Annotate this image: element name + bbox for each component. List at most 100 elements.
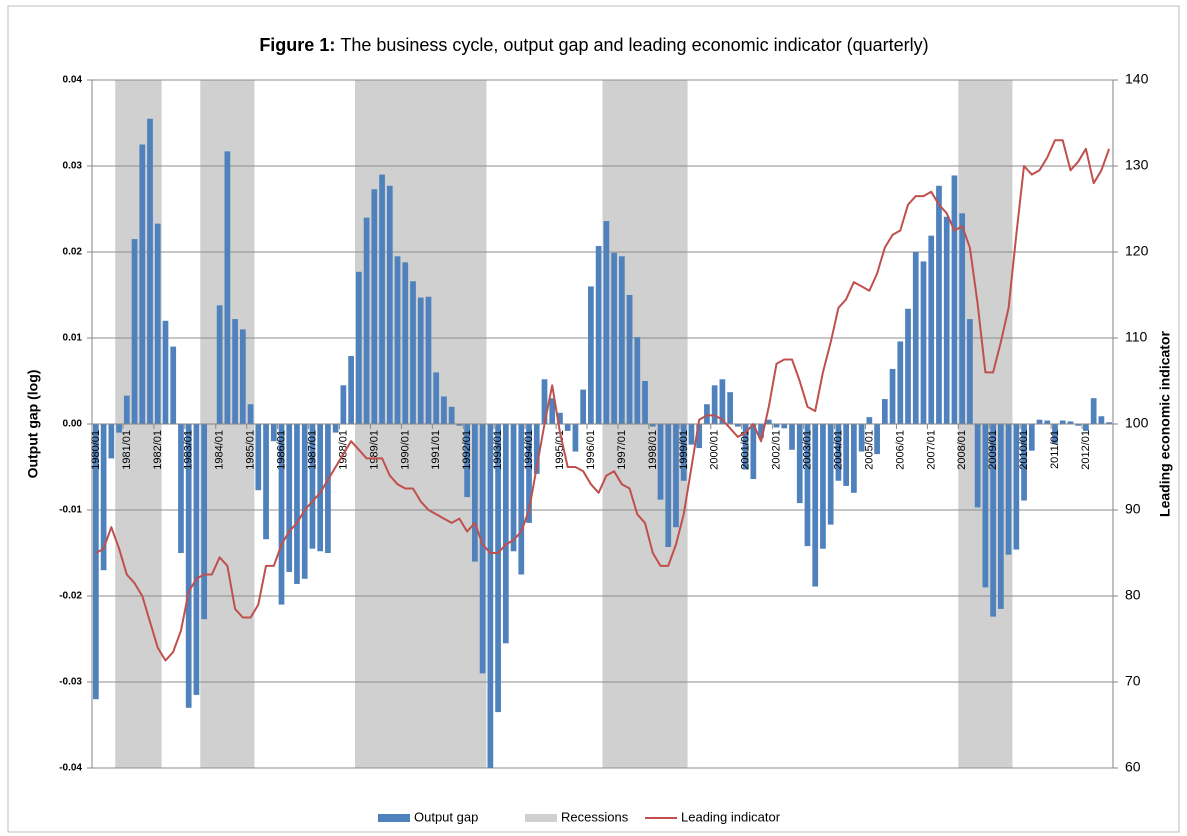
bar <box>905 308 911 424</box>
y2-tick-label: 110 <box>1125 329 1148 345</box>
bar <box>812 424 819 587</box>
bar <box>588 286 594 424</box>
x-tick-label: 2007/01 <box>925 430 937 470</box>
bar <box>541 379 548 424</box>
bar <box>618 256 625 424</box>
legend-swatch <box>378 814 410 822</box>
bar <box>874 424 880 455</box>
title-label: Figure 1: <box>259 35 335 55</box>
x-tick-label: 2000/01 <box>709 430 721 470</box>
y-tick-label: -0.04 <box>59 763 82 774</box>
legend-swatch <box>525 814 557 822</box>
bar <box>951 175 958 424</box>
x-tick-label: 1981/01 <box>121 430 133 470</box>
bar <box>781 424 788 429</box>
x-tick-label: 1993/01 <box>492 430 504 470</box>
bar <box>997 424 1004 609</box>
bar <box>139 144 146 424</box>
bar <box>959 213 966 424</box>
bar <box>611 252 617 424</box>
bar <box>93 424 99 700</box>
x-tick-label: 1984/01 <box>214 430 226 470</box>
bar <box>1059 420 1066 424</box>
bar <box>386 185 393 424</box>
y-tick-label: 0.01 <box>63 333 83 344</box>
x-tick-label: 1985/01 <box>245 430 257 470</box>
bar <box>433 372 440 424</box>
x-tick-label: 1986/01 <box>276 430 288 470</box>
bar <box>572 424 579 452</box>
bar <box>557 412 563 424</box>
bar <box>1075 424 1082 426</box>
bar <box>495 424 501 713</box>
bar <box>866 417 873 424</box>
bar <box>1083 424 1089 431</box>
y-tick-label: 0.04 <box>63 75 83 86</box>
bar <box>1052 424 1058 444</box>
bar <box>680 424 687 481</box>
x-tick-label: 1982/01 <box>152 430 164 470</box>
x-tick-label: 2009/01 <box>987 430 999 470</box>
bar <box>154 223 161 424</box>
bar <box>502 424 509 644</box>
x-tick-label: 1983/01 <box>183 430 195 470</box>
bar <box>348 356 354 424</box>
bar <box>827 424 834 525</box>
legend: Output gap Recessions Leading indicator <box>378 809 781 824</box>
y2-axis-title: Leading economic indicator <box>1157 330 1173 516</box>
bar <box>1098 416 1105 424</box>
bar <box>920 261 927 424</box>
bar <box>673 424 679 528</box>
bar <box>394 256 401 424</box>
bar <box>742 424 749 470</box>
bar <box>657 424 664 500</box>
bar <box>526 424 532 523</box>
bar <box>402 262 409 424</box>
bar <box>928 235 935 424</box>
bar <box>533 424 540 474</box>
bar <box>510 424 517 552</box>
bar <box>897 341 904 424</box>
bar <box>688 424 695 445</box>
bar <box>820 424 826 549</box>
chart-title: Figure 1: The business cycle, output gap … <box>259 35 928 55</box>
bar <box>943 216 950 424</box>
x-tick-label: 2002/01 <box>771 430 783 470</box>
x-tick-label: 2001/01 <box>740 430 752 470</box>
x-tick-label: 2004/01 <box>832 430 844 470</box>
bar <box>603 221 610 424</box>
x-tick-label: 1996/01 <box>585 430 597 470</box>
bar <box>472 424 478 562</box>
bar <box>201 424 208 620</box>
axis-layer: -0.04 -0.03 -0.02 -0.01 0.00 0.01 0.02 0.03 0.04… <box>59 71 1148 775</box>
bar <box>116 424 122 433</box>
y2-tick-label: 70 <box>1125 673 1141 689</box>
y2-tick-label: 130 <box>1125 157 1149 173</box>
bar <box>1005 424 1012 555</box>
bar <box>162 320 169 424</box>
x-tick-label: 2003/01 <box>802 430 814 470</box>
bar <box>982 424 989 588</box>
x-tick-label: 1994/01 <box>523 430 535 470</box>
bar <box>216 305 223 424</box>
x-tick-label: 1992/01 <box>461 430 473 470</box>
x-tick-label: 1990/01 <box>399 430 411 470</box>
bar <box>858 424 865 452</box>
bar <box>100 424 107 571</box>
bar <box>765 419 772 424</box>
x-tick-label: 2005/01 <box>863 430 875 470</box>
bar <box>974 424 981 508</box>
bar <box>255 424 262 491</box>
bar <box>332 424 339 433</box>
bar <box>704 404 710 424</box>
bar <box>270 424 277 442</box>
y2-tick-label: 120 <box>1125 243 1149 259</box>
x-tick-label: 1999/01 <box>678 430 690 470</box>
bar <box>936 185 942 424</box>
y-tick-label: -0.03 <box>59 677 82 688</box>
x-tick-label: 2012/01 <box>1080 430 1092 470</box>
bar <box>1013 424 1020 550</box>
bar <box>789 424 795 450</box>
